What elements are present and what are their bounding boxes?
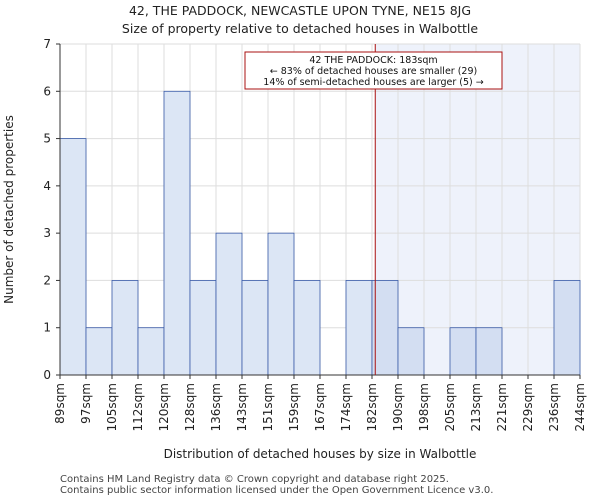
- x-tick-label: 190sqm: [391, 383, 405, 431]
- x-tick-label: 182sqm: [365, 383, 379, 431]
- annotation-box: [244, 51, 503, 90]
- histogram-bar: [163, 90, 191, 376]
- x-tick-label: 97sqm: [79, 383, 93, 424]
- x-tick-label: 198sqm: [417, 383, 431, 431]
- histogram-bar: [371, 280, 399, 376]
- y-tick-label: 2: [43, 273, 51, 287]
- histogram-bar: [397, 327, 425, 376]
- chart-title: 42, THE PADDOCK, NEWCASTLE UPON TYNE, NE…: [128, 3, 472, 18]
- annotation-line-2: ← 83% of detached houses are smaller (29…: [270, 66, 477, 77]
- histogram-bar: [85, 327, 113, 376]
- histogram-bar: [189, 280, 217, 376]
- annotation-line-1: 42 THE PADDOCK: 183sqm: [309, 55, 437, 66]
- x-tick-label: 151sqm: [261, 383, 275, 431]
- x-tick-label: 229sqm: [521, 383, 535, 431]
- x-tick-label: 159sqm: [287, 383, 301, 431]
- larger-region-shade: [375, 44, 580, 375]
- y-tick-label: 3: [43, 226, 51, 240]
- x-tick-label: 205sqm: [443, 383, 457, 431]
- x-tick-label: 89sqm: [53, 383, 67, 424]
- chart-subtitle: Size of property relative to detached ho…: [121, 21, 479, 36]
- histogram-bar: [449, 327, 477, 376]
- histogram-bar: [241, 280, 269, 376]
- histogram-bar: [475, 327, 503, 376]
- histogram-bar: [345, 280, 373, 376]
- y-tick-label: 1: [43, 321, 51, 335]
- y-tick-label: 5: [43, 132, 51, 146]
- x-tick-label: 174sqm: [339, 383, 353, 431]
- x-tick-label: 213sqm: [469, 383, 483, 431]
- x-tick-label: 120sqm: [157, 383, 171, 431]
- footer-licence: Contains public sector information licen…: [60, 485, 494, 496]
- property-annotation: 42 THE PADDOCK: 183sqm ← 83% of detached…: [244, 51, 503, 90]
- histogram-bar: [553, 280, 581, 376]
- x-tick-label: 105sqm: [105, 383, 119, 431]
- x-tick-label: 112sqm: [131, 383, 145, 431]
- histogram-bar: [267, 232, 295, 376]
- x-tick-label: 167sqm: [313, 383, 327, 431]
- histogram-bar: [111, 280, 139, 376]
- histogram-bar: [293, 280, 321, 376]
- x-tick-label: 244sqm: [573, 383, 587, 431]
- footer-copyright: Contains HM Land Registry data © Crown c…: [60, 474, 449, 485]
- y-axis-label: Number of detached properties: [2, 115, 16, 304]
- annotation-line-3: 14% of semi-detached houses are larger (…: [263, 77, 483, 88]
- y-tick-label: 4: [43, 179, 51, 193]
- y-tick-label: 6: [43, 84, 51, 98]
- x-axis-label: Distribution of detached houses by size …: [164, 447, 477, 461]
- x-tick-label: 236sqm: [547, 383, 561, 431]
- x-tick-label: 136sqm: [209, 383, 223, 431]
- histogram-bar: [59, 138, 87, 376]
- y-tick-label: 0: [43, 368, 51, 382]
- histogram-bar: [137, 327, 165, 376]
- bar-chart: 0 1 2 3 4 5 6 7 89sqm 97sqm 105sqm 112sqm 120sqm 128s…: [2, 37, 587, 461]
- histogram-bar: [215, 232, 243, 376]
- x-tick-label: 128sqm: [183, 383, 197, 431]
- x-tick-label: 143sqm: [235, 383, 249, 431]
- y-tick-label: 7: [43, 37, 51, 51]
- x-tick-label: 221sqm: [495, 383, 509, 431]
